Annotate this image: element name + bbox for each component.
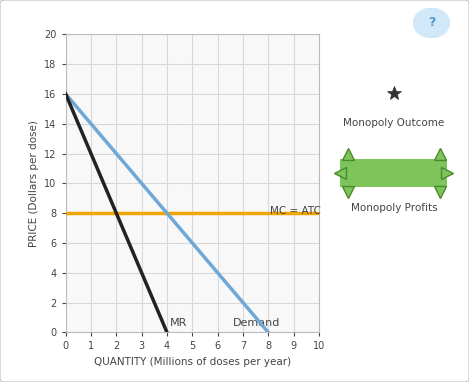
Text: Demand: Demand bbox=[233, 318, 280, 328]
Y-axis label: PRICE (Dollars per dose): PRICE (Dollars per dose) bbox=[29, 120, 39, 247]
X-axis label: QUANTITY (Millions of doses per year): QUANTITY (Millions of doses per year) bbox=[94, 357, 291, 367]
Circle shape bbox=[414, 8, 449, 37]
Text: MC = ATC: MC = ATC bbox=[270, 206, 320, 216]
Bar bbox=[340, 159, 447, 187]
Text: Monopoly Profits: Monopoly Profits bbox=[351, 203, 437, 213]
Text: Monopoly Outcome: Monopoly Outcome bbox=[343, 118, 445, 128]
Text: MR: MR bbox=[169, 318, 187, 328]
Text: ?: ? bbox=[428, 16, 435, 29]
